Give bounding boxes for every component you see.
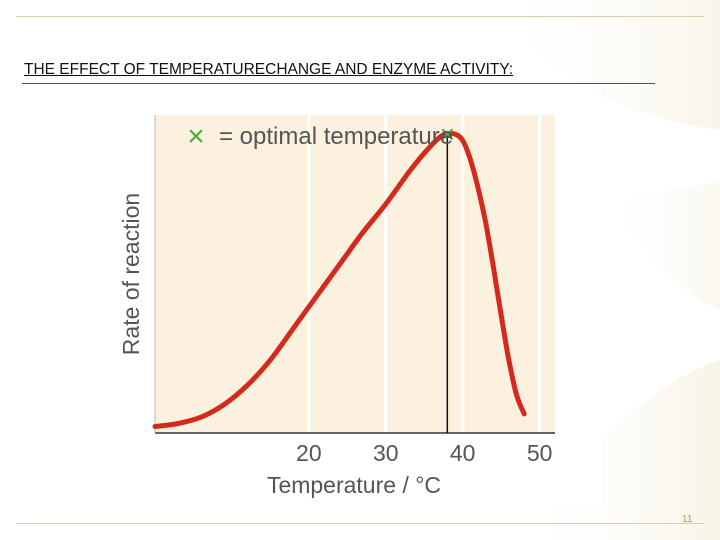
plot-background [155,115,555,433]
x-tick-label-40: 40 [450,440,476,466]
x-tick-label-30: 30 [373,440,399,466]
legend-label: = optimal temperature [219,123,453,150]
x-axis-label: Temperature / °C [267,472,441,498]
x-tick-label-50: 50 [527,440,553,466]
x-tick-labels: 20 30 40 50 [296,440,552,466]
legend-symbol: × [187,120,205,153]
slide-title: THE EFFECT OF TEMPERATURECHANGE AND ENZY… [24,61,514,78]
bottom-frame-rule [16,523,704,524]
x-tick-label-20: 20 [296,440,322,466]
temperature-rate-chart: × 20 30 40 50 × = optimal temperature Tempe… [118,115,555,498]
series-rate-curve [152,130,527,430]
y-axis-label: Rate of reaction [118,193,144,355]
page-number: 11 [682,514,693,525]
optimum-marker: × [440,119,455,149]
title-underline-rule [22,83,655,84]
top-frame-rule [16,16,704,17]
vertical-guides [307,115,542,433]
chart-figure: × 20 30 40 50 × = optimal temperature Tempe… [83,89,601,505]
